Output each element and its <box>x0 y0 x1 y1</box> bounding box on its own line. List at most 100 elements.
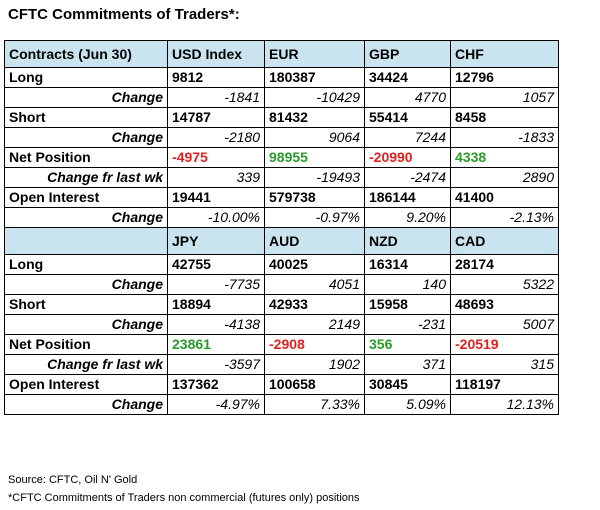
row-label: Change <box>4 127 168 148</box>
contracts-header: Contracts (Jun 30) <box>4 40 168 68</box>
value-cell: 9812 <box>167 67 265 88</box>
row-label: Change <box>4 394 168 415</box>
value-cell: 100658 <box>264 374 365 395</box>
value-cell: 42755 <box>167 254 265 275</box>
table-row: Change -2180 9064 7244 -1833 <box>4 127 559 148</box>
value-cell: 18894 <box>167 294 265 315</box>
value-cell: 40025 <box>264 254 365 275</box>
cot-table: Contracts (Jun 30) USD Index EUR GBP CHF… <box>4 40 559 415</box>
value-cell: 8458 <box>450 107 559 128</box>
column-header: NZD <box>364 227 451 255</box>
row-label: Net Position <box>4 334 168 355</box>
column-header: CHF <box>450 40 559 68</box>
change-cell: -4.97% <box>167 394 265 415</box>
value-cell: 81432 <box>264 107 365 128</box>
table-row: Change -7735 4051 140 5322 <box>4 274 559 295</box>
change-cell: -1841 <box>167 87 265 108</box>
change-cell: 7.33% <box>264 394 365 415</box>
change-cell: 1902 <box>264 354 365 375</box>
table-row: Change fr last wk -3597 1902 371 315 <box>4 354 559 375</box>
table-row: Open Interest 137362 100658 30845 118197 <box>4 374 559 395</box>
net-position-cell: 4338 <box>450 147 559 168</box>
column-header: USD Index <box>167 40 265 68</box>
row-label: Change <box>4 314 168 335</box>
value-cell: 34424 <box>364 67 451 88</box>
value-cell: 14787 <box>167 107 265 128</box>
header-row-1: Contracts (Jun 30) USD Index EUR GBP CHF <box>4 40 559 68</box>
table-row: Open Interest 19441 579738 186144 41400 <box>4 187 559 208</box>
change-cell: -0.97% <box>264 207 365 228</box>
table-row: Change -10.00% -0.97% 9.20% -2.13% <box>4 207 559 228</box>
table-row: Change -4.97% 7.33% 5.09% 12.13% <box>4 394 559 415</box>
value-cell: 55414 <box>364 107 451 128</box>
value-cell: 15958 <box>364 294 451 315</box>
table-row: Net Position 23861 -2908 356 -20519 <box>4 334 559 355</box>
column-header: GBP <box>364 40 451 68</box>
column-header: JPY <box>167 227 265 255</box>
net-position-cell: -2908 <box>264 334 365 355</box>
row-label: Net Position <box>4 147 168 168</box>
change-cell: 7244 <box>364 127 451 148</box>
change-cell: -2180 <box>167 127 265 148</box>
change-cell: 5322 <box>450 274 559 295</box>
change-cell: 2890 <box>450 167 559 188</box>
column-header: CAD <box>450 227 559 255</box>
value-cell: 579738 <box>264 187 365 208</box>
value-cell: 118197 <box>450 374 559 395</box>
row-label: Short <box>4 294 168 315</box>
row-label: Change <box>4 87 168 108</box>
net-position-cell: 356 <box>364 334 451 355</box>
value-cell: 48693 <box>450 294 559 315</box>
value-cell: 19441 <box>167 187 265 208</box>
change-cell: 4770 <box>364 87 451 108</box>
change-cell: 9064 <box>264 127 365 148</box>
change-cell: -4138 <box>167 314 265 335</box>
page-title: CFTC Commitments of Traders*: <box>8 6 240 23</box>
change-cell: 140 <box>364 274 451 295</box>
value-cell: 180387 <box>264 67 365 88</box>
net-position-cell: -4975 <box>167 147 265 168</box>
table-row: Change -4138 2149 -231 5007 <box>4 314 559 335</box>
change-cell: 5007 <box>450 314 559 335</box>
change-cell: -231 <box>364 314 451 335</box>
change-cell: 1057 <box>450 87 559 108</box>
change-cell: 5.09% <box>364 394 451 415</box>
net-position-cell: -20990 <box>364 147 451 168</box>
change-cell: 4051 <box>264 274 365 295</box>
change-cell: -1833 <box>450 127 559 148</box>
value-cell: 16314 <box>364 254 451 275</box>
row-label: Short <box>4 107 168 128</box>
row-label: Long <box>4 67 168 88</box>
value-cell: 41400 <box>450 187 559 208</box>
table-row: Long 9812 180387 34424 12796 <box>4 67 559 88</box>
table-row: Short 14787 81432 55414 8458 <box>4 107 559 128</box>
change-cell: -7735 <box>167 274 265 295</box>
change-cell: 339 <box>167 167 265 188</box>
source-note: Source: CFTC, Oil N' Gold <box>8 474 138 486</box>
change-cell: -10429 <box>264 87 365 108</box>
row-label: Change fr last wk <box>4 354 168 375</box>
footnote: *CFTC Commitments of Traders non commerc… <box>8 492 360 504</box>
change-cell: -2474 <box>364 167 451 188</box>
row-label: Long <box>4 254 168 275</box>
value-cell: 137362 <box>167 374 265 395</box>
value-cell: 186144 <box>364 187 451 208</box>
change-cell: 2149 <box>264 314 365 335</box>
row-label: Open Interest <box>4 374 168 395</box>
change-cell: 12.13% <box>450 394 559 415</box>
table-row: Net Position -4975 98955 -20990 4338 <box>4 147 559 168</box>
change-cell: -3597 <box>167 354 265 375</box>
change-cell: -10.00% <box>167 207 265 228</box>
value-cell: 30845 <box>364 374 451 395</box>
change-cell: 315 <box>450 354 559 375</box>
row-label: Change fr last wk <box>4 167 168 188</box>
column-header: AUD <box>264 227 365 255</box>
contracts-header <box>4 227 168 255</box>
value-cell: 28174 <box>450 254 559 275</box>
change-cell: -2.13% <box>450 207 559 228</box>
column-header: EUR <box>264 40 365 68</box>
value-cell: 12796 <box>450 67 559 88</box>
net-position-cell: -20519 <box>450 334 559 355</box>
row-label: Change <box>4 274 168 295</box>
net-position-cell: 98955 <box>264 147 365 168</box>
